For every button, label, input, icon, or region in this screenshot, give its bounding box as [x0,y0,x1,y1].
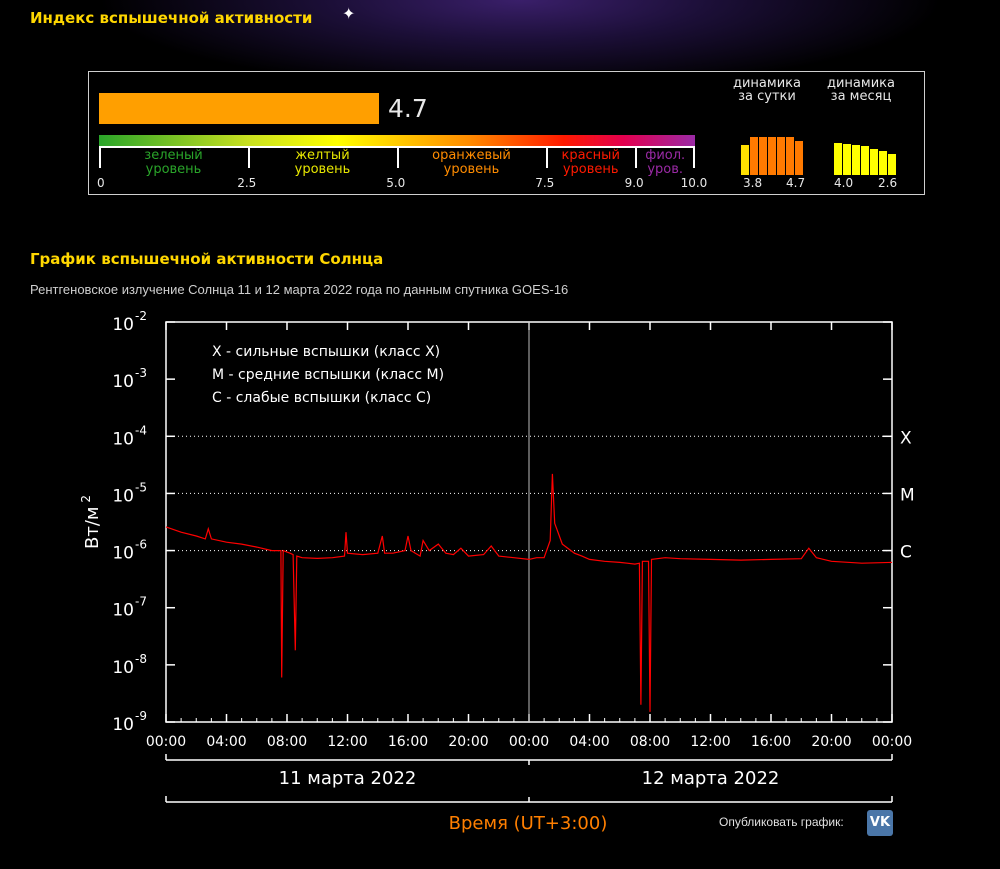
y-axis-label: Вт/м 2 [79,495,103,549]
section-title: График вспышечной активности Солнца [30,250,384,268]
x-tick-label: 12:00 [327,734,367,750]
dynamics-month-start: 4.0 [834,176,854,190]
dynamics-bar [741,145,749,175]
dynamics-bar [777,137,785,175]
dynamics-bar [786,137,794,175]
scale-tick [635,146,638,168]
level-label: фиол. уров. [645,148,686,177]
level-label: оранжевый уровень [432,148,511,177]
x-tick-label: 20:00 [448,734,488,750]
y-tick-exponent: -2 [135,309,147,323]
dynamics-bar [768,137,776,175]
xray-flux-chart: 10-210-310-410-510-610-710-810 -900:00 04:… [79,309,915,834]
level-gradient [99,135,695,146]
legend-entry: C - слабые вспышки (класс C) [212,390,431,406]
scale-number: 10.0 [680,176,708,190]
x-tick-label: 16:00 [388,734,428,750]
scale-tick [99,146,101,168]
scale-number: 5.0 [386,176,406,190]
flare-index-bar [99,93,380,124]
class-label: X [900,428,912,448]
dynamics-day-title: динамика за сутки [733,76,801,104]
scale-number: 2.5 [237,176,257,190]
dynamics-day-bars [741,135,803,175]
dynamics-month-title: динамика за месяц [827,76,895,104]
x-tick-label: 16:00 [751,734,791,750]
section-subtitle: Рентгеновское излучение Солнца 11 и 12 м… [30,282,569,297]
y-tick-label: 10 [112,315,134,335]
scale-number: 9.0 [624,176,644,190]
scale-number: 0 [97,176,105,190]
level-label: желтый уровень [294,148,351,177]
dynamics-day-end: 4.7 [786,176,806,190]
y-tick-label: 10 [112,372,134,392]
scale-tick [248,146,250,168]
level-label: красный уровень [561,148,620,177]
dynamics-bar [888,154,896,175]
day-label: 11 марта 2022 [279,768,417,789]
class-label: C [900,543,912,563]
dynamics-bar [750,137,758,175]
y-tick-label: 10 [112,429,134,449]
y-tick-label: 10 [112,658,134,678]
dynamics-bar [861,146,869,175]
vk-share-button[interactable]: VK [867,810,893,836]
star-icon: ✦ [342,4,356,23]
x-tick-label: 08:00 [630,734,670,750]
dynamics-bar [834,143,842,175]
flux-series-line [165,473,893,712]
scale-tick [546,146,548,168]
page-title: Индекс вспышечной активности [30,9,313,27]
x-tick-label: 20:00 [811,734,851,750]
x-tick-label: 00:00 [509,734,549,750]
space-header-background [0,0,1000,70]
dynamics-bar [870,149,878,175]
legend-entry: X - сильные вспышки (класс X) [212,344,440,360]
dynamics-bar [759,137,767,175]
dynamics-bar [852,145,860,175]
share-label: Опубликовать график: [719,815,844,829]
dynamics-day-start: 3.8 [743,176,763,190]
dynamics-month-end: 2.6 [878,176,898,190]
y-tick-exponent: -6 [135,538,147,552]
y-tick-label: 10 [112,544,134,564]
dynamics-bar [843,144,851,175]
scale-tick [397,146,399,168]
x-axis-label: Время (UT+3:00) [449,813,608,834]
x-tick-label: 12:00 [690,734,730,750]
scale-number: 7.5 [535,176,555,190]
x-tick-label: 04:00 [569,734,609,750]
dynamics-bar [795,141,803,175]
y-tick-exponent: -8 [135,652,147,666]
dynamics-month-bars [834,135,896,175]
y-tick-label: 10 [112,715,134,735]
y-tick-label: 10 [112,486,134,506]
x-tick-label: 00:00 [146,734,186,750]
legend-entry: M - средние вспышки (класс M) [212,367,444,383]
level-label: зеленый уровень [144,148,203,177]
y-tick-exponent: -4 [135,423,147,437]
y-tick-exponent: -7 [135,595,147,609]
scale-tick [693,146,695,168]
flare-index-widget: 4.7 динамика за сутки 3.8 4.7 динамика з… [88,71,925,195]
y-tick-exponent: -9 [135,709,147,723]
y-tick-label: 10 [112,601,134,621]
class-label: M [900,485,915,505]
flare-index-value: 4.7 [388,94,428,123]
day-label: 12 марта 2022 [642,768,780,789]
dynamics-bar [879,151,887,175]
y-tick-exponent: -5 [135,480,147,494]
x-tick-label: 08:00 [267,734,307,750]
x-tick-label: 04:00 [206,734,246,750]
x-tick-label: 00:00 [872,734,912,750]
y-tick-exponent: -3 [135,366,147,380]
